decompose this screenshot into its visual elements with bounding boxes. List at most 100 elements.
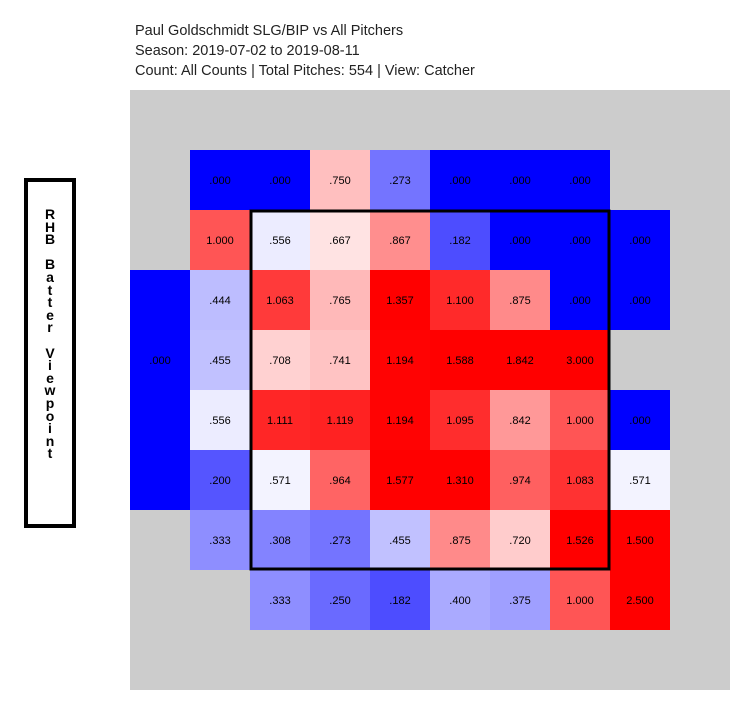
heatmap-cell <box>610 510 670 570</box>
heatmap-cell <box>130 330 190 390</box>
heatmap-cell <box>310 570 370 630</box>
cell-value-label: .375 <box>509 595 530 607</box>
label-char: i <box>48 357 52 374</box>
cell-value-label: 1.194 <box>386 355 414 367</box>
heatmap-cell <box>490 270 550 330</box>
label-char: n <box>45 432 55 449</box>
cell-value-label: 1.119 <box>327 415 354 427</box>
cell-value-label: .875 <box>449 535 470 547</box>
label-char: R <box>44 206 56 222</box>
heatmap-cell <box>130 270 190 330</box>
cell-value-label: .000 <box>629 415 650 427</box>
heatmap-cell <box>250 450 310 510</box>
cell-value-label: 1.588 <box>446 355 474 367</box>
heatmap-cell <box>310 270 370 330</box>
cell-value-label: 1.095 <box>446 415 474 427</box>
cell-value-label: .842 <box>509 415 530 427</box>
cell-value-label: 1.063 <box>266 295 294 307</box>
heatmap-cell <box>130 450 190 510</box>
heatmap-cell <box>490 330 550 390</box>
cell-value-label: .455 <box>389 535 410 547</box>
cell-value-label: .964 <box>329 475 350 487</box>
heatmap-cell <box>310 510 370 570</box>
heatmap-cell <box>610 210 670 270</box>
cell-value-label: 1.100 <box>446 295 474 307</box>
cell-value-label: .741 <box>329 355 350 367</box>
heatmap-cell <box>190 150 250 210</box>
heatmap-cell <box>310 150 370 210</box>
cell-value-label: .182 <box>389 595 410 607</box>
cell-value-label: 1.357 <box>386 295 414 307</box>
cell-value-label: .455 <box>209 355 230 367</box>
cell-value-label: .867 <box>389 235 410 247</box>
cell-value-label: .333 <box>209 535 230 547</box>
label-char: e <box>46 369 54 386</box>
cell-value-label: 1.000 <box>206 235 234 247</box>
cell-value-label: .000 <box>509 175 530 187</box>
heatmap-cell <box>370 270 430 330</box>
heatmap-cell <box>610 570 670 630</box>
heatmap-cell <box>610 390 670 450</box>
cell-value-label: 2.500 <box>626 595 654 607</box>
heatmap-cell <box>250 210 310 270</box>
heatmap-cell <box>190 450 250 510</box>
heatmap-cell <box>130 390 190 450</box>
cell-value-label: 1.842 <box>506 355 534 367</box>
cell-value-label: .875 <box>509 295 530 307</box>
cell-value-label: .974 <box>509 475 530 487</box>
cell-value-label: 1.111 <box>267 415 293 427</box>
label-char: H <box>44 218 56 235</box>
cell-value-label: .765 <box>329 295 350 307</box>
cell-value-label: .667 <box>329 235 350 247</box>
label-char: w <box>44 382 56 399</box>
cell-value-label: 1.577 <box>386 475 414 487</box>
heatmap-cell <box>190 510 250 570</box>
heatmap-cell <box>250 270 310 330</box>
strike-zone <box>249 209 611 571</box>
cell-value-label: .571 <box>269 475 290 487</box>
cell-value-label: .308 <box>269 535 290 547</box>
heatmap-cell <box>190 270 250 330</box>
heatmap-cell <box>550 330 610 390</box>
heatmap-cell <box>550 570 610 630</box>
label-char: V <box>45 344 55 361</box>
cell-value-label: 1.194 <box>386 415 414 427</box>
cell-value-label: .708 <box>269 355 290 367</box>
heatmap-cell <box>610 450 670 510</box>
cell-value-label: .400 <box>449 595 470 607</box>
heatmap-cell <box>430 510 490 570</box>
cell-value-label: 1.526 <box>566 535 594 547</box>
cell-value-label: .000 <box>269 175 290 187</box>
cell-value-label: .556 <box>269 235 290 247</box>
heatmap-cell <box>370 330 430 390</box>
cell-value-label: .750 <box>329 175 350 187</box>
heatmap-cell <box>490 450 550 510</box>
heatmap-cells: .000 .000 .750 .273 .000 .000 .000 1.000 .556 .66… <box>130 150 670 630</box>
heatmap-cell <box>430 150 490 210</box>
cell-value-label: 1.310 <box>446 475 474 487</box>
heatmap-cell <box>550 210 610 270</box>
heatmap-cell <box>370 570 430 630</box>
heatmap-cell <box>430 270 490 330</box>
heatmap-cell <box>250 150 310 210</box>
heatmap-cell <box>490 390 550 450</box>
cell-value-label: .250 <box>329 595 350 607</box>
heatmap-cell <box>310 390 370 450</box>
heatmap-cell <box>370 150 430 210</box>
heatmap-cell <box>310 450 370 510</box>
label-char: t <box>47 445 53 462</box>
label-char: a <box>46 268 54 285</box>
heatmap-cell <box>370 510 430 570</box>
cell-value-label: .200 <box>209 475 230 487</box>
heatmap-cell <box>430 330 490 390</box>
cell-value-label: .000 <box>209 175 230 187</box>
cell-value-label: .720 <box>509 535 530 547</box>
chart-header: Paul Goldschmidt SLG/BIP vs All Pitchers… <box>135 21 475 81</box>
heatmap-cell <box>370 210 430 270</box>
count-info: Count: All Counts | Total Pitches: 554 |… <box>135 63 475 79</box>
cell-value-label: .333 <box>269 595 290 607</box>
heatmap-cell <box>190 390 250 450</box>
